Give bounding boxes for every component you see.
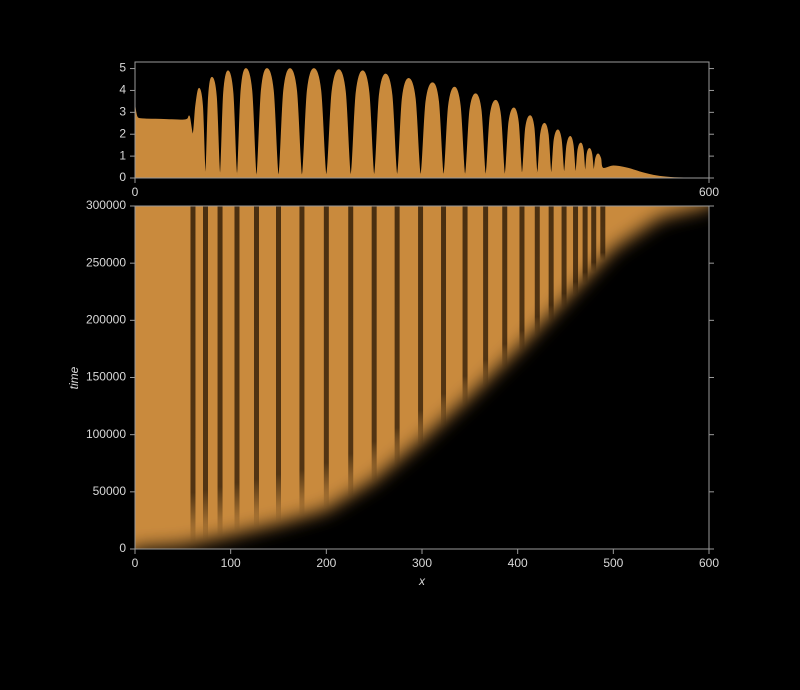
- stripe: [548, 206, 554, 323]
- stripe: [348, 206, 354, 498]
- stripe: [217, 206, 223, 537]
- stripe: [234, 206, 240, 532]
- stripe: [253, 206, 259, 528]
- stripe: [502, 206, 508, 369]
- x-tick-label: 400: [508, 556, 528, 570]
- x-tick-label: 100: [221, 556, 241, 570]
- x-tick-label: 0: [132, 556, 139, 570]
- heatmap: [135, 206, 709, 549]
- y-tick-label: 0: [119, 170, 126, 184]
- y-tick-label: 250000: [86, 255, 126, 269]
- stripe: [600, 206, 606, 261]
- stripe: [203, 206, 209, 540]
- stripe: [441, 206, 447, 427]
- stripe: [394, 206, 400, 467]
- y-tick-label: 3: [119, 105, 126, 119]
- x-tick-label: 600: [699, 556, 719, 570]
- stripe: [299, 206, 305, 516]
- y-tick-label: 200000: [86, 313, 126, 327]
- x-tick-label: 300: [412, 556, 432, 570]
- x-axis-label: x: [418, 574, 426, 588]
- stripe: [276, 206, 281, 522]
- stripe: [190, 206, 196, 544]
- stripe: [483, 206, 489, 387]
- stripe: [573, 206, 579, 296]
- stripe: [323, 206, 329, 508]
- y-tick-label: 4: [119, 83, 126, 97]
- x-tick-label: 600: [699, 185, 719, 199]
- stripe: [582, 206, 588, 284]
- area: [134, 68, 710, 179]
- stripe: [418, 206, 424, 447]
- stripe: [519, 206, 525, 353]
- stripe: [462, 206, 468, 407]
- x-tick-label: 500: [603, 556, 623, 570]
- y-tick-label: 5: [119, 61, 126, 75]
- stripe: [371, 206, 377, 483]
- stripe: [591, 206, 597, 273]
- y-axis-label: time: [67, 366, 81, 389]
- y-tick-label: 150000: [86, 370, 126, 384]
- y-tick-label: 2: [119, 126, 126, 140]
- x-tick-label: 0: [132, 185, 139, 199]
- y-tick-label: 50000: [93, 484, 127, 498]
- plot-frame: [134, 61, 710, 179]
- stripe: [561, 206, 567, 309]
- y-tick-label: 1: [119, 148, 126, 162]
- x-tick-label: 200: [316, 556, 336, 570]
- y-tick-label: 0: [119, 541, 126, 555]
- y-tick-label: 100000: [86, 427, 126, 441]
- stripe: [534, 206, 540, 337]
- y-tick-label: 300000: [86, 198, 126, 212]
